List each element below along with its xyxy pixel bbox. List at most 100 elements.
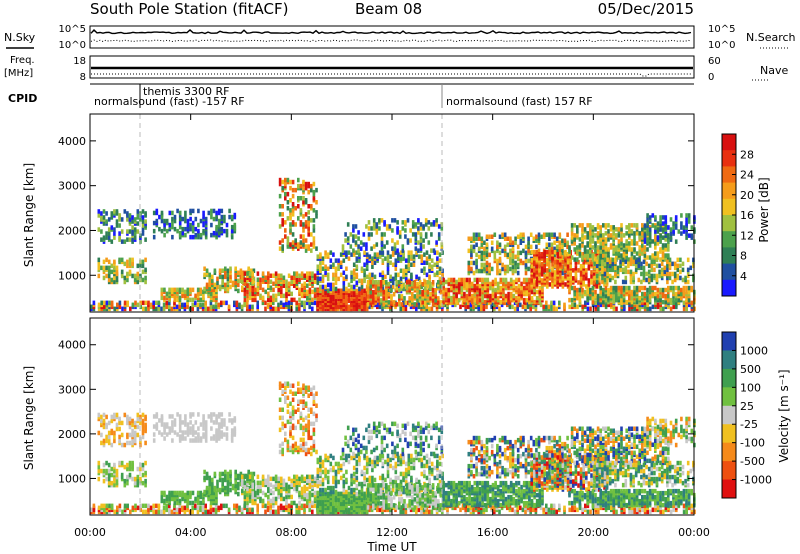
velocity-cell (197, 412, 200, 417)
power-cell (428, 254, 431, 259)
power-cell (304, 238, 308, 243)
power-cell (679, 257, 682, 263)
power-cell (595, 259, 599, 265)
power-cell (419, 246, 423, 251)
velocity-cell (118, 460, 121, 466)
power-cell (430, 306, 434, 312)
power-cell (107, 217, 111, 222)
power-cell (513, 306, 517, 312)
velocity-cell (189, 420, 192, 425)
power-cell (352, 224, 355, 229)
velocity-cell (303, 507, 306, 513)
power-cell (472, 270, 476, 276)
power-cell (576, 293, 579, 299)
power-cell (299, 183, 303, 189)
power-cell (389, 284, 392, 290)
power-cell (208, 286, 211, 292)
velocity-cell (144, 509, 148, 515)
power-cell (596, 255, 600, 260)
power-cell (467, 260, 471, 266)
power-cell (601, 259, 604, 265)
power-cell (653, 259, 656, 265)
power-cell (171, 220, 174, 226)
power-cell (184, 232, 187, 238)
power-cell (396, 220, 399, 225)
power-cell (136, 209, 140, 214)
power-cell (687, 213, 691, 218)
power-cell (650, 273, 654, 279)
power-cell (633, 285, 636, 291)
power-cell (660, 261, 664, 267)
power-cell (646, 217, 649, 222)
power-cell (599, 249, 602, 254)
power-cell (220, 214, 224, 220)
power-cell (556, 266, 559, 271)
power-cell (642, 265, 646, 271)
velocity-cell (128, 472, 132, 478)
velocity-cell (113, 468, 116, 474)
velocity-cell (290, 503, 293, 509)
power-cell (455, 279, 458, 285)
velocity-cell (584, 503, 587, 509)
power-cell (300, 271, 304, 276)
power-cell (672, 229, 675, 234)
velocity-cell (139, 503, 142, 509)
power-cell (233, 212, 237, 218)
power-cell (295, 306, 298, 312)
power-cell (402, 256, 405, 261)
power-cell (230, 228, 234, 234)
velocity-cell (102, 468, 106, 474)
power-cell (673, 265, 677, 271)
power-cell (512, 279, 516, 285)
power-cell (511, 240, 515, 245)
power-cell (599, 225, 602, 230)
power-cell (503, 252, 507, 258)
power-cell (673, 271, 677, 277)
power-cell (261, 271, 265, 276)
power-cell (107, 277, 111, 283)
power-cell (425, 256, 429, 261)
power-cell (391, 302, 395, 308)
power-cell (493, 302, 496, 308)
power-cell (329, 304, 333, 310)
power-cell (355, 256, 359, 261)
power-cell (233, 222, 237, 228)
velocity-cell (404, 503, 408, 509)
velocity-cell (173, 430, 177, 435)
power-cell (290, 291, 293, 297)
power-cell (312, 218, 316, 223)
power-cell (687, 285, 691, 291)
power-cell (581, 243, 584, 248)
power-cell (287, 300, 291, 306)
power-cell (362, 242, 366, 247)
power-cell (595, 263, 599, 269)
velocity-cell (295, 509, 298, 515)
power-cell (506, 268, 510, 274)
velocity-cell (184, 418, 187, 423)
power-cell (646, 231, 649, 236)
power-cell (470, 244, 473, 250)
power-cell (681, 261, 685, 267)
power-cell (599, 289, 602, 295)
power-cell (647, 277, 651, 283)
power-cell (267, 275, 270, 280)
power-cell (545, 304, 548, 310)
power-cell (282, 275, 286, 280)
power-cell (485, 304, 488, 310)
power-cell (286, 177, 290, 183)
velocity-cell (102, 418, 106, 424)
power-cell (385, 240, 389, 245)
velocity-cell (131, 428, 134, 434)
power-cell (435, 222, 438, 227)
power-cell (483, 277, 487, 283)
power-cell (472, 260, 476, 266)
power-cell (385, 280, 388, 285)
power-cell (664, 299, 667, 305)
power-cell (480, 236, 484, 241)
velocity-cell (212, 507, 215, 513)
power-cell (168, 222, 172, 228)
power-cell (147, 300, 150, 306)
power-cell (586, 287, 589, 293)
power-cell (577, 280, 580, 285)
power-cell (204, 300, 207, 306)
